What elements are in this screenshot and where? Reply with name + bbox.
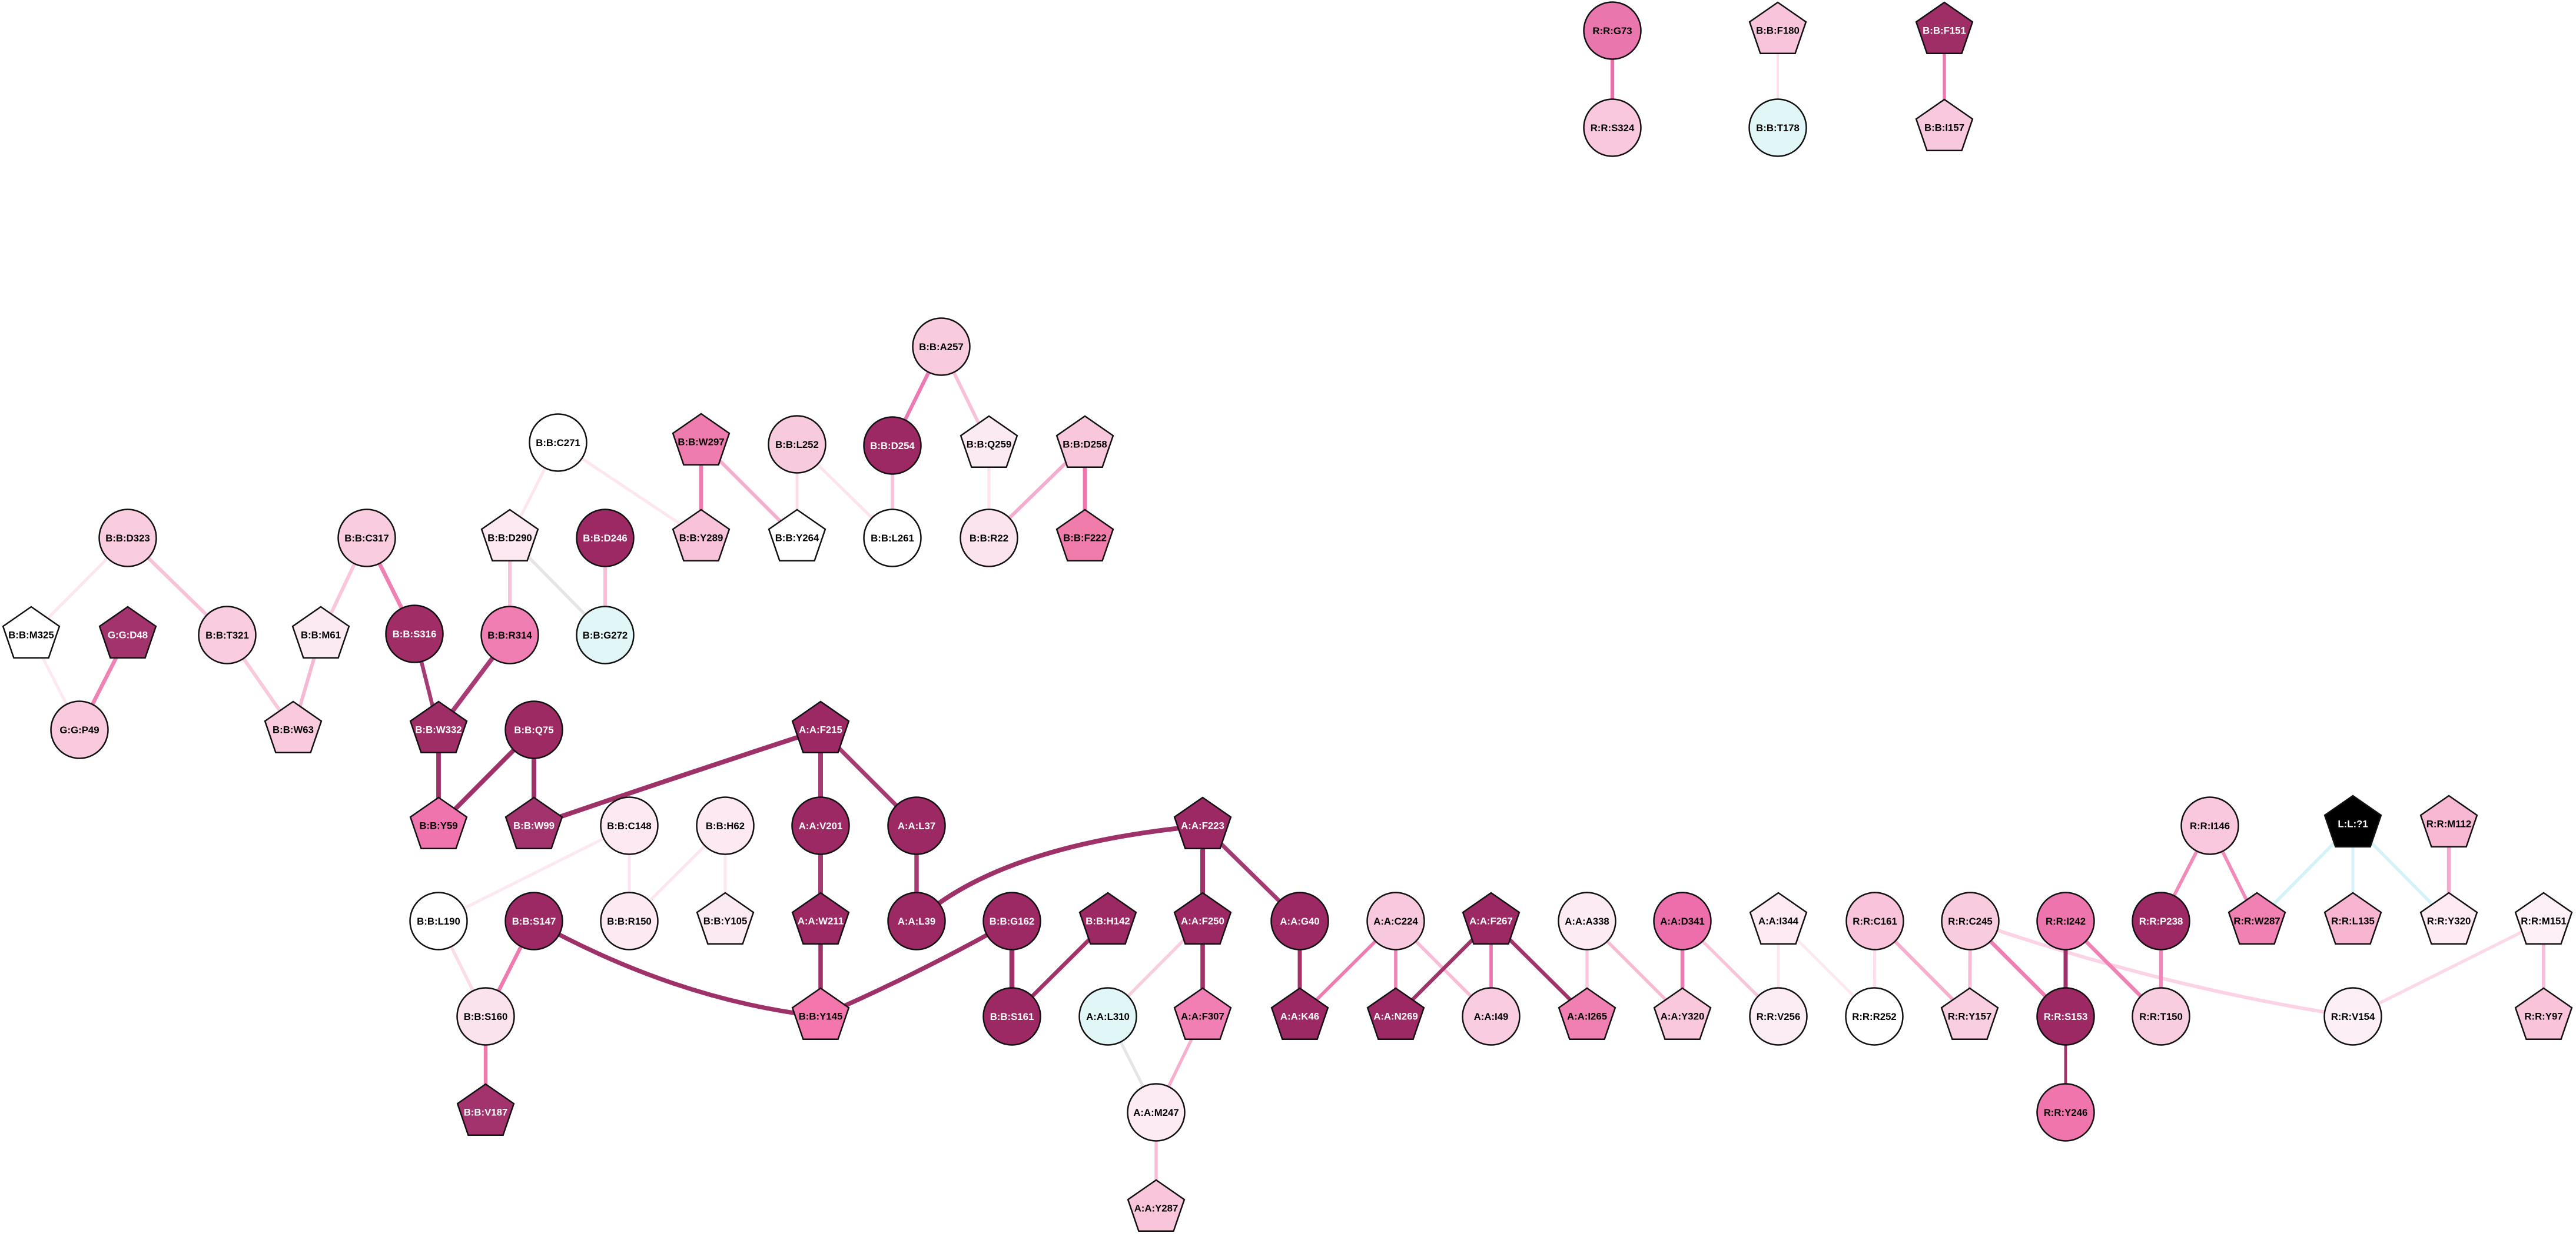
svg-text:R:R:Y97: R:R:Y97	[2524, 1011, 2562, 1022]
svg-text:B:B:T321: B:B:T321	[205, 630, 249, 641]
svg-text:B:B:W99: B:B:W99	[513, 820, 555, 832]
svg-text:B:B:S160: B:B:S160	[464, 1011, 508, 1022]
svg-text:B:B:Y264: B:B:Y264	[775, 533, 819, 544]
svg-text:B:B:F222: B:B:F222	[1063, 533, 1107, 544]
svg-text:B:B:L261: B:B:L261	[871, 533, 914, 544]
svg-text:R:R:I242: R:R:I242	[2046, 916, 2086, 927]
svg-text:A:A:F223: A:A:F223	[1181, 820, 1224, 832]
svg-text:B:B:Q259: B:B:Q259	[967, 439, 1011, 450]
svg-text:A:A:Y287: A:A:Y287	[1134, 1203, 1179, 1214]
svg-text:B:B:I157: B:B:I157	[1924, 122, 1964, 134]
svg-text:B:B:W332: B:B:W332	[415, 724, 462, 736]
svg-text:B:B:L190: B:B:L190	[417, 916, 460, 927]
svg-text:R:R:M112: R:R:M112	[2426, 819, 2471, 830]
svg-text:B:B:W63: B:B:W63	[273, 724, 314, 736]
svg-text:R:R:L135: R:R:L135	[2331, 916, 2375, 927]
svg-text:B:B:C317: B:B:C317	[344, 533, 389, 544]
svg-text:A:A:N269: A:A:N269	[1373, 1011, 1418, 1022]
svg-text:B:B:M61: B:B:M61	[301, 630, 341, 641]
svg-text:R:R:Y320: R:R:Y320	[2427, 916, 2471, 927]
svg-text:B:B:F180: B:B:F180	[1756, 25, 1800, 36]
svg-text:R:R:V256: R:R:V256	[1757, 1011, 1801, 1022]
svg-text:B:B:D258: B:B:D258	[1063, 439, 1107, 450]
svg-text:R:R:R252: R:R:R252	[1852, 1011, 1897, 1022]
svg-text:B:B:C148: B:B:C148	[607, 820, 652, 832]
svg-text:B:B:W297: B:B:W297	[678, 437, 724, 448]
svg-text:R:R:W287: R:R:W287	[2233, 916, 2280, 927]
svg-text:R:R:Y246: R:R:Y246	[2044, 1107, 2088, 1118]
svg-text:B:B:Q75: B:B:Q75	[514, 724, 553, 736]
svg-text:R:R:M151: R:R:M151	[2521, 916, 2566, 927]
svg-text:B:B:S161: B:B:S161	[990, 1011, 1034, 1022]
svg-text:B:B:G162: B:B:G162	[990, 916, 1034, 927]
svg-text:R:R:S324: R:R:S324	[1591, 122, 1635, 134]
svg-text:B:B:A257: B:B:A257	[919, 341, 964, 353]
svg-text:B:B:R22: B:B:R22	[970, 533, 1008, 544]
svg-text:A:A:Y320: A:A:Y320	[1661, 1011, 1705, 1022]
svg-text:A:A:I265: A:A:I265	[1567, 1011, 1607, 1022]
svg-text:A:A:M247: A:A:M247	[1133, 1107, 1179, 1118]
svg-text:B:B:G272: B:B:G272	[583, 630, 628, 641]
svg-text:B:B:Y105: B:B:Y105	[703, 916, 748, 927]
svg-text:G:G:D48: G:G:D48	[108, 630, 148, 641]
svg-text:B:B:Y289: B:B:Y289	[679, 533, 723, 544]
svg-text:R:R:T150: R:R:T150	[2139, 1011, 2183, 1022]
svg-text:A:A:L310: A:A:L310	[1086, 1011, 1130, 1022]
svg-text:A:A:F267: A:A:F267	[1469, 916, 1513, 927]
svg-text:A:A:F250: A:A:F250	[1181, 916, 1224, 927]
svg-text:B:B:F151: B:B:F151	[1923, 25, 1966, 36]
svg-text:A:A:L39: A:A:L39	[898, 916, 935, 927]
svg-text:B:B:R150: B:B:R150	[607, 916, 652, 927]
svg-text:A:A:V201: A:A:V201	[799, 820, 843, 832]
svg-text:A:A:I49: A:A:I49	[1474, 1011, 1509, 1022]
svg-text:A:A:L37: A:A:L37	[898, 820, 935, 832]
svg-text:B:B:D246: B:B:D246	[583, 533, 628, 544]
svg-text:R:R:Y157: R:R:Y157	[1948, 1011, 1992, 1022]
svg-text:B:B:Y59: B:B:Y59	[419, 820, 457, 832]
svg-text:R:R:S153: R:R:S153	[2044, 1011, 2088, 1022]
svg-text:B:B:S147: B:B:S147	[512, 916, 556, 927]
svg-text:R:R:C161: R:R:C161	[1853, 916, 1897, 927]
svg-text:B:B:H142: B:B:H142	[1085, 916, 1130, 927]
svg-text:R:R:C245: R:R:C245	[1948, 916, 1993, 927]
svg-text:B:B:D254: B:B:D254	[870, 440, 915, 451]
svg-text:R:R:I146: R:R:I146	[2190, 820, 2230, 832]
svg-text:R:R:P238: R:R:P238	[2139, 916, 2183, 927]
svg-text:B:B:D290: B:B:D290	[487, 533, 532, 544]
svg-text:B:B:R314: B:B:R314	[487, 630, 532, 641]
svg-text:B:B:C271: B:B:C271	[536, 437, 580, 448]
svg-text:B:B:M325: B:B:M325	[8, 630, 54, 641]
svg-text:B:B:T178: B:B:T178	[1756, 122, 1800, 134]
svg-text:R:R:V154: R:R:V154	[2331, 1011, 2375, 1022]
svg-text:A:A:F307: A:A:F307	[1181, 1011, 1224, 1022]
svg-text:A:A:C224: A:A:C224	[1373, 916, 1418, 927]
svg-text:G:G:P49: G:G:P49	[59, 724, 99, 736]
svg-text:B:B:D323: B:B:D323	[105, 533, 150, 544]
svg-text:A:A:W211: A:A:W211	[798, 916, 844, 927]
svg-text:A:A:G40: A:A:G40	[1280, 916, 1319, 927]
svg-text:R:R:G73: R:R:G73	[1592, 25, 1632, 36]
svg-text:B:B:V187: B:B:V187	[464, 1107, 508, 1118]
svg-text:B:B:H62: B:B:H62	[706, 820, 745, 832]
svg-text:A:A:A338: A:A:A338	[1565, 916, 1609, 927]
svg-text:B:B:Y145: B:B:Y145	[799, 1011, 843, 1022]
svg-text:B:B:S316: B:B:S316	[393, 629, 437, 640]
svg-text:L:L:?1: L:L:?1	[2338, 819, 2368, 830]
svg-text:A:A:I344: A:A:I344	[1758, 916, 1799, 927]
svg-text:A:A:F215: A:A:F215	[799, 724, 842, 736]
svg-text:B:B:L252: B:B:L252	[775, 439, 819, 450]
svg-text:A:A:K46: A:A:K46	[1280, 1011, 1319, 1022]
svg-text:A:A:D341: A:A:D341	[1660, 916, 1705, 927]
